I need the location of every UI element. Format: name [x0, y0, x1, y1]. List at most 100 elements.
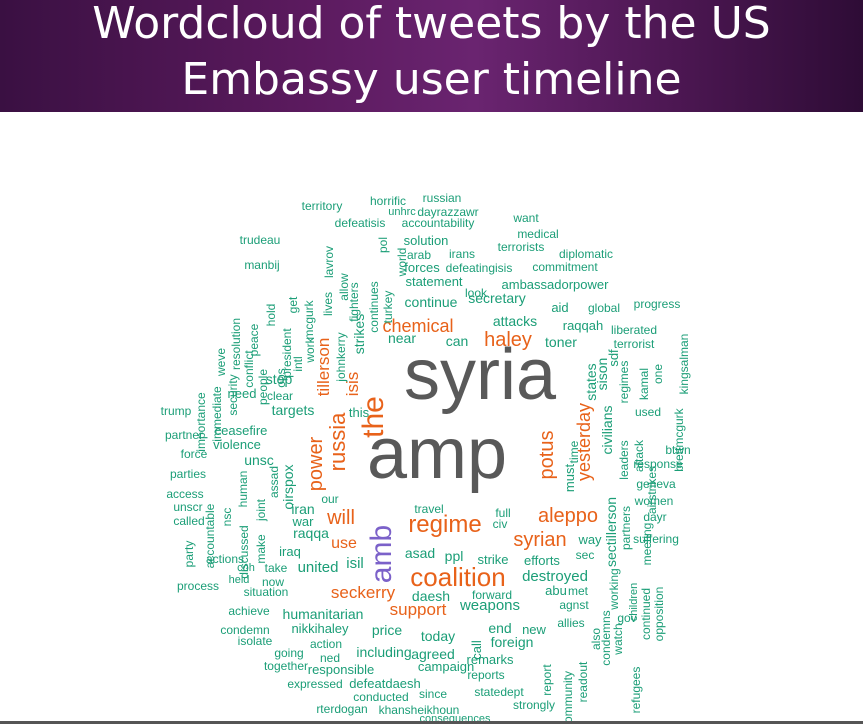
cloud-word: assad: [267, 466, 281, 498]
cloud-word: terrorist: [614, 337, 655, 351]
cloud-word: syria: [404, 335, 557, 415]
cloud-word: discussed: [237, 525, 251, 578]
cloud-word: people: [256, 369, 270, 405]
cloud-word: hold: [264, 304, 278, 327]
cloud-word: since: [419, 687, 447, 701]
cloud-word: statement: [405, 274, 462, 289]
cloud-word: rterdogan: [316, 702, 367, 716]
cloud-word: foreign: [491, 634, 534, 650]
cloud-word: today: [421, 628, 455, 644]
cloud-word: joint: [254, 498, 268, 522]
cloud-word: mcgurk: [302, 299, 316, 339]
cloud-word: isil: [346, 555, 364, 572]
cloud-word: can: [446, 333, 469, 349]
cloud-word: manbij: [244, 258, 279, 272]
cloud-word: potus: [536, 431, 558, 480]
cloud-word: johnkerry: [334, 332, 348, 382]
cloud-word: strongly: [513, 698, 555, 712]
cloud-word: price: [372, 622, 403, 638]
cloud-word: efforts: [524, 553, 560, 568]
cloud-word: united: [298, 559, 339, 576]
cloud-word: territory: [302, 199, 343, 213]
cloud-word: get: [286, 296, 300, 313]
cloud-word: abu: [545, 583, 567, 598]
cloud-word: forces: [404, 260, 440, 275]
cloud-word: community: [561, 671, 575, 724]
cloud-word: ppl: [445, 548, 464, 564]
cloud-word: gov: [617, 611, 636, 625]
cloud-word: iraq: [279, 544, 301, 559]
cloud-word: civ: [493, 517, 508, 531]
cloud-word: global: [588, 301, 620, 315]
cloud-word: together: [264, 659, 308, 673]
cloud-word: russia: [325, 412, 350, 471]
word-cloud: syriaampambthecoalitionregimerussiahaley…: [0, 112, 863, 724]
cloud-word: toner: [545, 334, 577, 350]
cloud-word: attack: [632, 439, 646, 472]
cloud-word: parties: [170, 467, 206, 481]
cloud-word: seckerry: [331, 583, 396, 602]
cloud-word: make: [254, 534, 268, 564]
cloud-word: now: [262, 575, 284, 589]
cloud-word: aid: [551, 300, 568, 315]
title-line-2: Embassy user timeline: [0, 56, 863, 104]
cloud-word: progress: [634, 297, 681, 311]
cloud-word: solution: [404, 233, 449, 248]
cloud-word: terrorists: [498, 240, 545, 254]
cloud-word: daesh: [412, 588, 450, 604]
cloud-word: airstrikes: [645, 466, 659, 514]
cloud-word: isolate: [238, 634, 273, 648]
cloud-word: leaders: [617, 440, 631, 479]
cloud-word: aleppo: [538, 505, 598, 527]
cloud-word: watch: [611, 623, 625, 655]
cloud-word: near: [388, 330, 416, 346]
cloud-word: also: [589, 628, 603, 650]
cloud-word: access: [166, 487, 203, 501]
cloud-word: achieve: [228, 604, 270, 618]
cloud-word: called: [173, 514, 204, 528]
cloud-word: ambassadorpower: [502, 277, 610, 292]
cloud-word: use: [331, 535, 357, 552]
cloud-word: weve: [214, 348, 228, 377]
cloud-word: defeatingisis: [446, 261, 513, 275]
cloud-word: used: [635, 405, 661, 419]
cloud-word: process: [177, 579, 219, 593]
cloud-word: amb: [365, 525, 398, 583]
cloud-word: unscr: [173, 500, 202, 514]
cloud-word: time: [567, 440, 581, 463]
cloud-word: take: [265, 561, 288, 575]
cloud-word: kamal: [637, 368, 651, 400]
cloud-word: accountability: [402, 216, 475, 230]
cloud-word: defeatisis: [335, 216, 386, 230]
cloud-word: raqqah: [563, 318, 603, 333]
cloud-word: trump: [161, 404, 192, 418]
cloud-word: russian: [423, 191, 462, 205]
cloud-word: want: [512, 211, 539, 225]
cloud-word: statedept: [474, 685, 524, 699]
cloud-word: continue: [405, 294, 458, 310]
cloud-word: power: [305, 436, 327, 491]
cloud-word: importance: [194, 392, 208, 452]
cloud-word: going: [274, 646, 303, 660]
cloud-word: oirspox: [280, 464, 296, 509]
cloud-word: commitment: [532, 260, 598, 274]
cloud-word: sec: [576, 548, 595, 562]
cloud-word: lives: [321, 292, 335, 316]
title-banner: Wordcloud of tweets by the US Embassy us…: [0, 0, 863, 112]
cloud-word: refugees: [629, 667, 643, 714]
cloud-word: immediate: [210, 386, 224, 442]
cloud-word: agnst: [559, 598, 589, 612]
cloud-word: pol: [376, 237, 390, 253]
cloud-word: partners: [619, 506, 633, 550]
cloud-word: met: [568, 584, 589, 598]
cloud-word: action: [310, 637, 342, 651]
cloud-word: continues: [367, 281, 381, 332]
cloud-word: btwn: [665, 443, 690, 457]
cloud-word: turkey: [381, 291, 395, 324]
cloud-word: fighters: [347, 282, 361, 321]
cloud-word: defeatdaesh: [349, 676, 421, 691]
cloud-word: syrian: [513, 529, 566, 551]
cloud-word: must: [562, 464, 577, 493]
cloud-word: will: [326, 507, 355, 529]
cloud-word: medical: [517, 227, 558, 241]
